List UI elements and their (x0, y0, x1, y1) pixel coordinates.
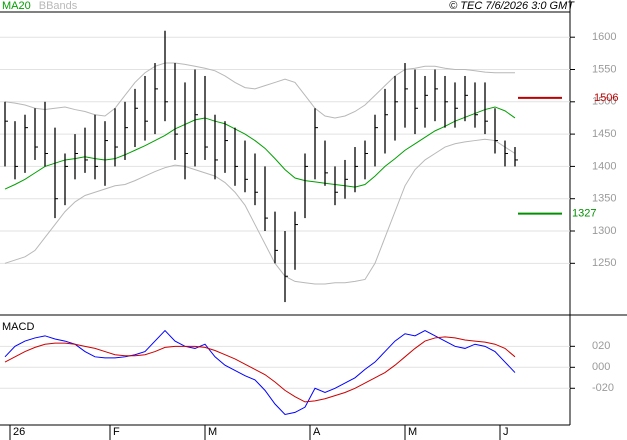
y-tick-label: 1600 (592, 31, 616, 43)
x-tick-label: A (313, 426, 321, 438)
credit: © TEC 7/6/2026 3:0 GMT (449, 0, 575, 12)
y-tick-label: 1250 (592, 257, 616, 269)
macd-line (4, 336, 516, 403)
band-upper (4, 62, 515, 119)
y-tick-label: 1300 (592, 225, 616, 237)
x-tick-label: M (208, 426, 217, 438)
legend-entry: BBands (39, 0, 78, 12)
x-tick-label: 26 (13, 426, 25, 438)
y-tick-label: 1450 (592, 128, 616, 140)
y-tick-label: 1400 (592, 160, 616, 172)
ma-line (4, 106, 516, 190)
macd-line (4, 329, 516, 416)
y-tick-label: 000 (592, 361, 610, 373)
y-tick-label: 1500 (592, 96, 616, 108)
band-lower (4, 138, 516, 285)
y-tick-label: 1350 (592, 193, 616, 205)
panel-title: MACD (2, 321, 34, 333)
y-tick-label: 1550 (592, 63, 616, 75)
level-label: 1327 (572, 207, 596, 219)
y-tick-label: 020 (592, 340, 610, 352)
x-tick-label: J (503, 426, 509, 438)
x-tick-label: F (113, 426, 120, 438)
y-tick-label: -020 (592, 382, 614, 394)
level-label: 1506 (594, 92, 618, 104)
x-tick-label: M (408, 426, 417, 438)
legend-entry: MA20 (2, 0, 31, 12)
